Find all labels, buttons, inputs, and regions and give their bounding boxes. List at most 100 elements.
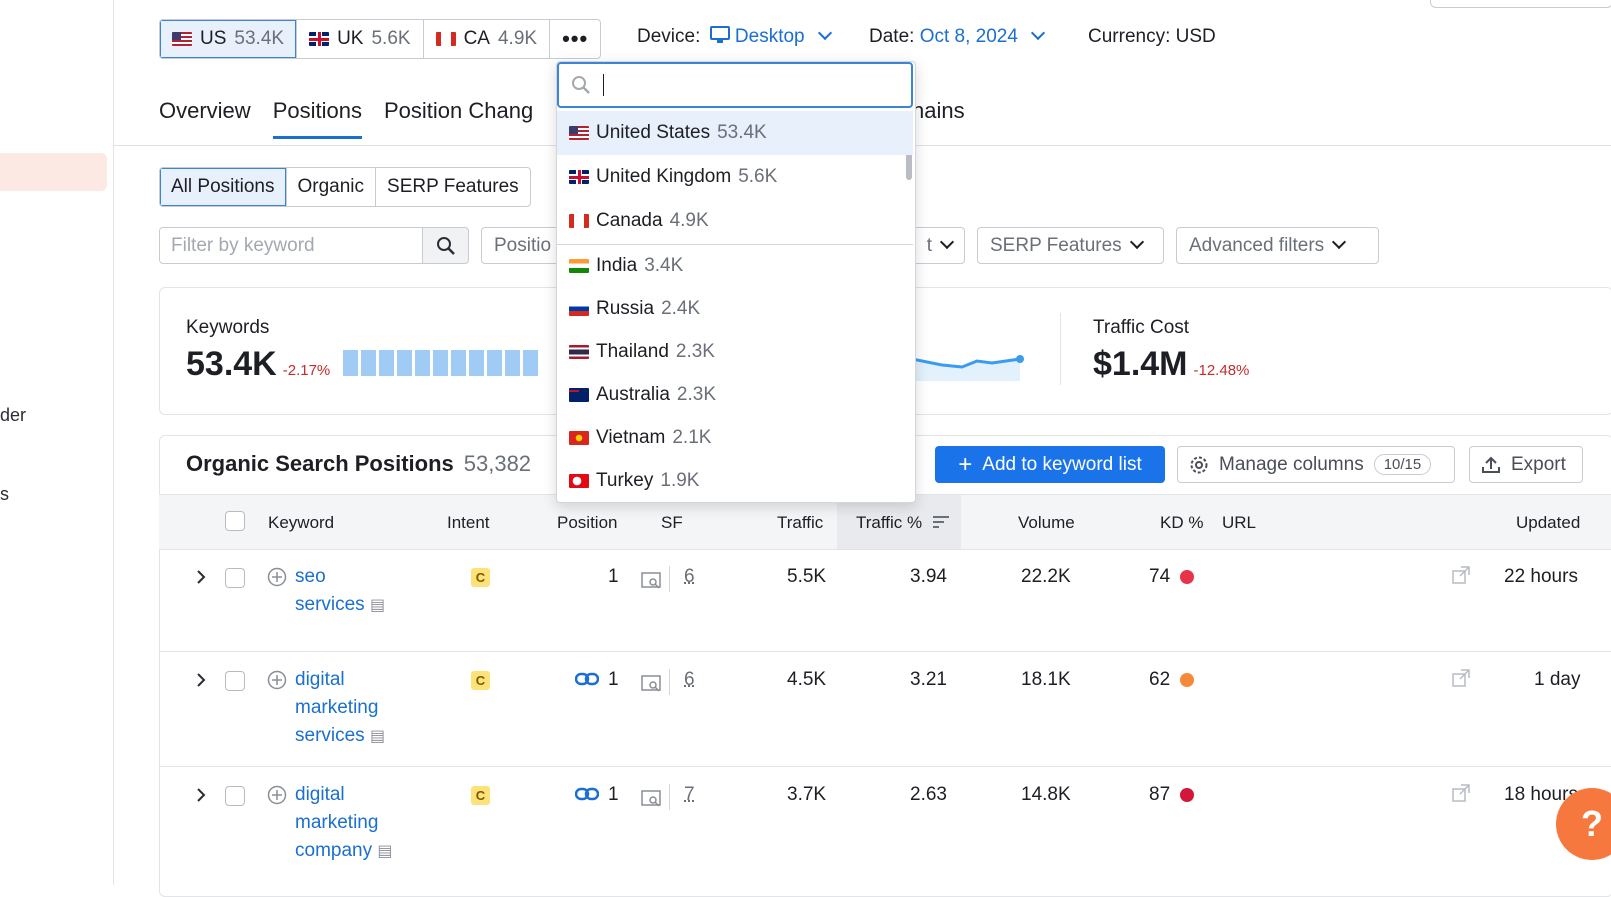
row-checkbox[interactable] — [225, 568, 245, 588]
country-option-vietnam[interactable]: Vietnam 2.1K — [557, 416, 913, 460]
date-label: Date: — [869, 26, 915, 47]
database-tabs: US 53.4K UK 5.6K CA 4.9K ••• — [159, 19, 602, 59]
sf-count[interactable]: 6 — [684, 566, 695, 587]
card-divider — [1060, 313, 1061, 385]
country-option-canada[interactable]: Canada 4.9K — [557, 199, 913, 243]
expand-chevron-icon[interactable] — [196, 671, 206, 693]
uk-flag-icon — [309, 32, 330, 46]
col-keyword[interactable]: Keyword — [268, 513, 335, 532]
top-right-button[interactable] — [1430, 0, 1611, 8]
col-updated[interactable]: Updated — [1516, 513, 1581, 532]
au-flag-icon — [569, 388, 589, 402]
db-tab-uk[interactable]: UK 5.6K — [297, 20, 424, 58]
db-tab-us[interactable]: US 53.4K — [160, 20, 298, 58]
kd-value: 87 — [1149, 784, 1195, 806]
country-option-russia[interactable]: Russia 2.4K — [557, 287, 913, 331]
col-intent[interactable]: Intent — [447, 513, 490, 532]
segment-organic[interactable]: Organic — [287, 168, 377, 206]
more-databases-button[interactable]: ••• — [562, 26, 589, 51]
serp-snapshot-icon[interactable]: ▤ — [369, 728, 386, 745]
country-option-united-states[interactable]: United States 53.4K — [557, 111, 913, 155]
currency-label: Currency: USD — [1088, 26, 1216, 47]
add-keyword-icon[interactable] — [267, 670, 287, 696]
country-count: 53.4K — [717, 122, 767, 143]
col-url[interactable]: URL — [1222, 513, 1257, 532]
tab-positions[interactable]: Positions — [272, 98, 362, 139]
chevron-down-icon — [939, 234, 955, 249]
keyword-link[interactable]: digital marketing services ▤ — [295, 666, 385, 751]
serp-snapshot-icon[interactable]: ▤ — [377, 843, 393, 860]
filter-label: SERP Features — [990, 234, 1122, 256]
col-traffic-pct[interactable]: Traffic % — [856, 513, 949, 534]
position-value: 1 — [608, 784, 619, 805]
db-code: CA — [463, 28, 490, 49]
serp-features-filter[interactable]: SERP Features — [977, 227, 1164, 264]
keyword-link[interactable]: digital marketing company ▤ — [295, 781, 393, 866]
col-traffic-pct-label: Traffic % — [856, 513, 923, 532]
external-link-icon[interactable] — [1452, 566, 1472, 590]
sidebar-active-item[interactable] — [0, 153, 107, 191]
select-all-checkbox[interactable] — [225, 511, 245, 531]
filter-label: t — [926, 234, 932, 256]
link-icon — [574, 786, 600, 808]
plus-icon: + — [958, 450, 973, 478]
add-keyword-icon[interactable] — [267, 785, 287, 811]
row-checkbox[interactable] — [225, 671, 245, 691]
help-button[interactable]: ? — [1556, 788, 1611, 860]
sidebar-item-label[interactable]: der — [0, 405, 27, 425]
expand-chevron-icon[interactable] — [196, 568, 206, 590]
export-button[interactable]: Export — [1469, 446, 1583, 483]
country-option-australia[interactable]: Australia 2.3K — [557, 373, 913, 417]
kd-value: 62 — [1149, 669, 1195, 691]
country-name: India — [596, 255, 638, 276]
col-position[interactable]: Position — [557, 513, 618, 532]
country-count: 1.9K — [660, 470, 700, 491]
expand-chevron-icon[interactable] — [196, 786, 206, 808]
traffic-cost-delta: -12.48% — [1193, 362, 1250, 379]
traffic-trend-line — [912, 355, 1024, 381]
country-count: 4.9K — [669, 210, 709, 231]
keyword-line: seo — [295, 566, 326, 587]
col-volume[interactable]: Volume — [1018, 513, 1075, 532]
col-traffic[interactable]: Traffic — [777, 513, 824, 532]
country-option-thailand[interactable]: Thailand 2.3K — [557, 330, 913, 374]
country-option-india[interactable]: India 3.4K — [557, 244, 913, 288]
segment-serp-features[interactable]: SERP Features — [387, 176, 519, 197]
country-option-turkey[interactable]: Turkey 1.9K — [557, 459, 913, 502]
external-link-icon[interactable] — [1452, 669, 1472, 693]
country-option-united-kingdom[interactable]: United Kingdom 5.6K — [557, 155, 913, 199]
sidebar-item-label[interactable]: s — [0, 484, 9, 504]
add-keyword-icon[interactable] — [267, 567, 287, 593]
keyword-filter-input[interactable]: Filter by keyword — [159, 227, 423, 264]
tab-domains[interactable]: nains — [912, 98, 965, 123]
external-link-icon[interactable] — [1452, 784, 1472, 808]
device-selector[interactable]: Device: Desktop — [637, 25, 832, 48]
row-checkbox[interactable] — [225, 786, 245, 806]
tab-overview[interactable]: Overview — [159, 98, 251, 123]
th-flag-icon — [569, 345, 589, 359]
serp-snapshot-icon[interactable]: ▤ — [369, 597, 386, 614]
updated-value: 22 hours — [1504, 566, 1578, 587]
us-flag-icon — [569, 126, 589, 140]
search-button[interactable] — [423, 227, 469, 264]
keywords-number: 53.4K — [186, 345, 277, 383]
tab-position-changes[interactable]: Position Chang — [383, 98, 534, 123]
manage-columns-button[interactable]: Manage columns 10/15 — [1177, 446, 1455, 483]
col-sf[interactable]: SF — [661, 513, 683, 532]
date-selector[interactable]: Date: Oct 8, 2024 — [869, 25, 1046, 48]
country-search-input[interactable] — [557, 62, 913, 108]
sf-count[interactable]: 7 — [684, 784, 695, 805]
db-tab-ca[interactable]: CA 4.9K — [424, 20, 551, 58]
segment-all-positions[interactable]: All Positions — [160, 168, 287, 206]
keyword-link[interactable]: seo services ▤ — [295, 563, 385, 620]
kd-value: 74 — [1149, 566, 1195, 588]
section-count: 53,382 — [463, 451, 532, 476]
add-to-keyword-list-button[interactable]: + Add to keyword list — [935, 446, 1165, 483]
desktop-icon — [706, 26, 735, 47]
advanced-filters[interactable]: Advanced filters — [1176, 227, 1379, 264]
keywords-value: 53.4K -2.17% — [186, 345, 330, 384]
chevron-down-icon — [817, 25, 832, 41]
col-kd[interactable]: KD % — [1160, 513, 1204, 532]
sf-count[interactable]: 6 — [684, 669, 695, 690]
position-type-segments: All Positions Organic SERP Features — [159, 167, 531, 207]
